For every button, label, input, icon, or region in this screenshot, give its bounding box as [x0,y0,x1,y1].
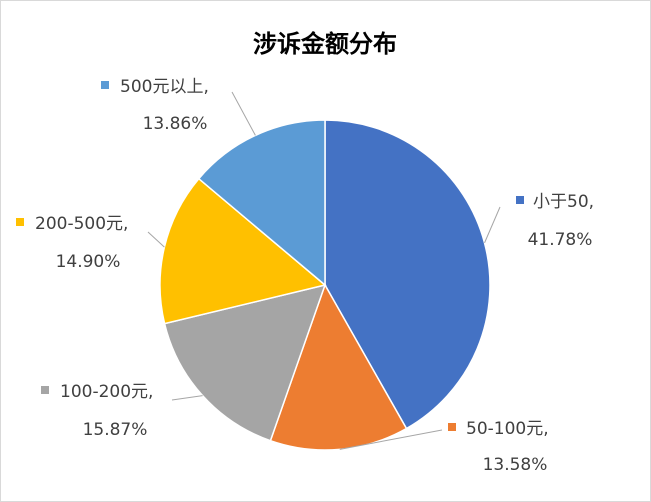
data-label-category: 小于50, [533,192,594,212]
label-separator: , [123,214,128,234]
legend-marker [448,423,456,431]
data-label-value: 13.58% [483,455,548,475]
data-label-value: 13.86% [143,114,208,134]
data-label-value: 41.78% [528,230,593,250]
chart-title: 涉诉金额分布 [253,30,397,58]
leader-line [147,231,165,248]
data-label-category: 50-100元, [466,419,549,439]
category-name: 200-500元 [35,214,123,234]
legend-marker [41,386,49,394]
data-label-category: 200-500元, [35,214,128,234]
data-label-category: 100-200元, [60,382,153,402]
legend-marker [516,196,524,204]
category-name: 500元以上 [120,77,203,97]
pie-slice [159,177,327,325]
category-name: 100-200元 [60,382,148,402]
pie-slice [197,119,326,287]
label-separator: , [203,77,208,97]
label-separator: , [148,382,153,402]
leader-line [171,395,203,401]
legend-marker [101,81,109,89]
category-name: 小于50 [533,192,589,212]
legend-marker [16,218,24,226]
label-separator: , [543,419,548,439]
data-label-category: 500元以上, [120,77,209,97]
leader-line [231,91,256,136]
leader-line [484,206,501,244]
category-name: 50-100元 [466,419,543,439]
leader-line [339,429,443,450]
label-separator: , [589,192,594,212]
data-label-value: 15.87% [83,420,148,440]
pie-slice [324,119,491,430]
data-label-value: 14.90% [56,252,121,272]
